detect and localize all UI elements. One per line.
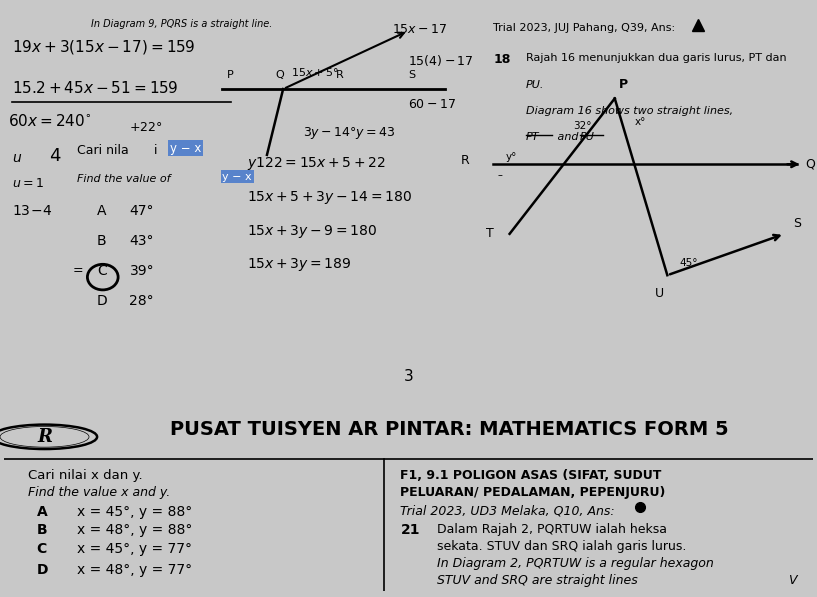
- Text: x°: x°: [635, 117, 646, 127]
- Text: $+22°$: $+22°$: [129, 121, 163, 134]
- Text: $15x-17$: $15x-17$: [392, 23, 448, 36]
- Text: PU: PU: [580, 133, 595, 142]
- Text: $19x+3(15x-17)=159$: $19x+3(15x-17)=159$: [12, 38, 195, 56]
- Text: $60x=240^{\circ}$: $60x=240^{\circ}$: [8, 113, 92, 130]
- Text: 18: 18: [493, 53, 511, 66]
- Text: In Diagram 2, PQRTUW is a regular hexagon: In Diagram 2, PQRTUW is a regular hexago…: [437, 557, 713, 570]
- Text: and: and: [554, 133, 582, 142]
- Text: Find the value of: Find the value of: [77, 174, 171, 184]
- Text: x = 48°, y = 77°: x = 48°, y = 77°: [77, 563, 192, 577]
- Text: 39°: 39°: [129, 264, 154, 278]
- Text: $13\!-\!4$: $13\!-\!4$: [12, 204, 52, 218]
- Text: 45°: 45°: [680, 258, 698, 267]
- Text: $4$: $4$: [48, 147, 61, 165]
- Text: y − x: y − x: [170, 141, 201, 155]
- Text: A: A: [97, 204, 106, 218]
- Text: F1, 9.1 POLIGON ASAS (SIFAT, SUDUT: F1, 9.1 POLIGON ASAS (SIFAT, SUDUT: [400, 469, 662, 482]
- Text: 28°: 28°: [129, 294, 154, 308]
- Text: S: S: [792, 217, 801, 230]
- Text: In Diagram 9, PQRS is a straight line.: In Diagram 9, PQRS is a straight line.: [92, 20, 273, 29]
- Text: C: C: [37, 542, 47, 556]
- Text: V: V: [788, 574, 797, 587]
- Text: x = 45°, y = 88°: x = 45°, y = 88°: [77, 504, 192, 519]
- Text: 3: 3: [404, 370, 413, 384]
- Text: sekata. STUV dan SRQ ialah garis lurus.: sekata. STUV dan SRQ ialah garis lurus.: [437, 540, 686, 553]
- Text: 47°: 47°: [129, 204, 154, 218]
- Text: i: i: [154, 144, 161, 156]
- Text: R: R: [336, 70, 343, 79]
- Text: $3y-14°y=43$: $3y-14°y=43$: [303, 125, 395, 141]
- Text: $u=1$: $u=1$: [12, 177, 44, 190]
- Text: Dalam Rajah 2, PQRTUW ialah heksa: Dalam Rajah 2, PQRTUW ialah heksa: [437, 524, 667, 536]
- Text: Trial 2023, UD3 Melaka, Q10, Ans:: Trial 2023, UD3 Melaka, Q10, Ans:: [400, 504, 615, 518]
- Text: 43°: 43°: [129, 234, 154, 248]
- Text: R: R: [37, 428, 52, 446]
- Text: PELUARAN/ PEDALAMAN, PEPENJURU): PELUARAN/ PEDALAMAN, PEPENJURU): [400, 486, 666, 498]
- Text: $15.2+45x-51=159$: $15.2+45x-51=159$: [12, 79, 178, 96]
- Text: x = 48°, y = 88°: x = 48°, y = 88°: [77, 524, 192, 537]
- Text: Cari nilai x dan y.: Cari nilai x dan y.: [29, 469, 143, 482]
- Text: S: S: [408, 70, 416, 79]
- Text: T: T: [485, 227, 493, 241]
- Text: P: P: [618, 78, 628, 91]
- Text: $u$: $u$: [12, 151, 22, 165]
- Text: D: D: [97, 294, 108, 308]
- Text: 32°: 32°: [574, 121, 592, 131]
- Text: C: C: [97, 264, 107, 278]
- Text: Q: Q: [805, 158, 815, 171]
- Text: PU.: PU.: [526, 79, 544, 90]
- Text: Cari nila: Cari nila: [77, 144, 128, 156]
- Text: U: U: [654, 287, 663, 300]
- Text: Q: Q: [275, 70, 283, 79]
- Text: $y122=15x+5+22$: $y122=15x+5+22$: [247, 155, 386, 172]
- Text: $15x+3y=189$: $15x+3y=189$: [247, 257, 351, 273]
- Text: =: =: [73, 264, 83, 277]
- Text: STUV and SRQ are straight lines: STUV and SRQ are straight lines: [437, 574, 637, 587]
- Text: $60-17$: $60-17$: [408, 99, 457, 112]
- Text: R: R: [461, 154, 469, 167]
- Text: B: B: [97, 234, 107, 248]
- Text: P: P: [226, 70, 234, 79]
- Text: Diagram 16 shows two straight lines,: Diagram 16 shows two straight lines,: [526, 106, 736, 116]
- Text: PUSAT TUISYEN AR PINTAR: MATHEMATICS FORM 5: PUSAT TUISYEN AR PINTAR: MATHEMATICS FOR…: [170, 420, 728, 439]
- Text: 21: 21: [400, 524, 420, 537]
- Text: PT: PT: [526, 133, 539, 142]
- Text: x = 45°, y = 77°: x = 45°, y = 77°: [77, 542, 192, 556]
- Text: Trial 2023, JUJ Pahang, Q39, Ans:: Trial 2023, JUJ Pahang, Q39, Ans:: [493, 23, 676, 33]
- Text: B: B: [37, 524, 47, 537]
- Text: $15x+5+3y-14=180$: $15x+5+3y-14=180$: [247, 189, 412, 206]
- Text: y°: y°: [506, 152, 517, 162]
- Text: Rajah 16 menunjukkan dua garis lurus, PT dan: Rajah 16 menunjukkan dua garis lurus, PT…: [526, 53, 787, 63]
- Text: $15x+5°$: $15x+5°$: [291, 66, 339, 78]
- Text: y − x: y − x: [222, 172, 252, 182]
- Text: –: –: [498, 170, 502, 180]
- Text: A: A: [37, 504, 47, 519]
- Text: $15(4)-17$: $15(4)-17$: [408, 53, 475, 68]
- Text: Find the value x and y.: Find the value x and y.: [29, 486, 171, 498]
- Text: $15x+3y-9=180$: $15x+3y-9=180$: [247, 223, 377, 239]
- Text: D: D: [37, 563, 48, 577]
